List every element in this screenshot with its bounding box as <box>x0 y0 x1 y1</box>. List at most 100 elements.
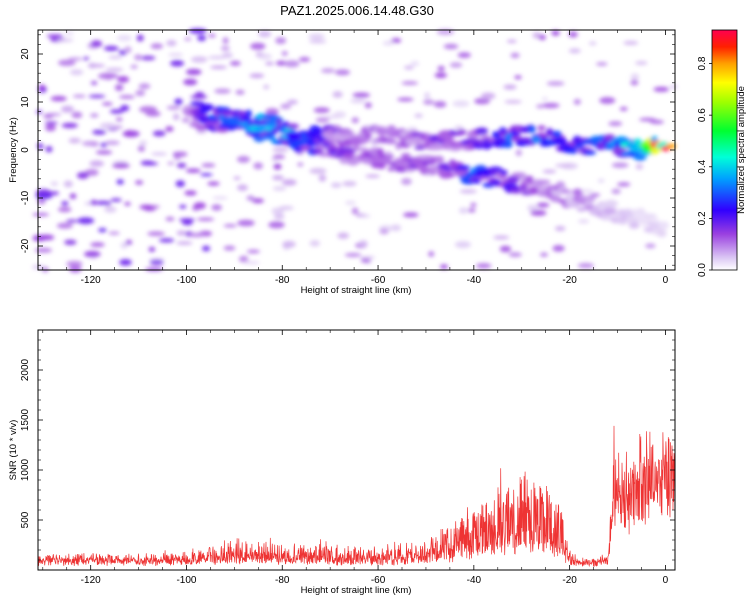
heatmap-noise-blob <box>552 245 565 252</box>
heatmap-noise-blob <box>98 72 116 80</box>
heatmap-noise-blob <box>196 217 215 221</box>
heatmap-noise-blob <box>139 204 154 210</box>
y-tick-label: 10 <box>20 96 31 108</box>
heatmap-noise-blob <box>68 57 83 61</box>
heatmap-noise-blob <box>135 180 144 185</box>
heatmap-noise-blob <box>101 102 113 106</box>
heatmap-noise-blob <box>258 30 272 38</box>
heatmap-noise-blob <box>457 52 471 58</box>
heatmap-noise-blob <box>440 264 448 270</box>
heatmap-ridge-2-blob <box>415 140 422 147</box>
heatmap-noise-blob <box>87 63 105 68</box>
heatmap-noise-blob <box>184 190 197 196</box>
heatmap-ridge-2-blob <box>364 133 373 138</box>
heatmap-ridge-2-blob <box>225 124 239 130</box>
heatmap-ridge-1-blob <box>261 134 276 140</box>
heatmap-noise-blob <box>344 253 362 257</box>
heatmap-noise-blob <box>108 55 123 60</box>
heatmap-noise-blob <box>90 81 98 85</box>
heatmap-noise-blob <box>506 39 517 43</box>
heatmap-noise-blob <box>193 202 206 210</box>
heatmap-ridge-1-blob <box>521 179 537 186</box>
heatmap-noise-blob <box>555 163 572 168</box>
heatmap-noise-blob <box>38 84 46 91</box>
heatmap-noise-blob <box>428 251 435 257</box>
heatmap-ridge-2-blob <box>406 138 417 145</box>
heatmap-noise-blob <box>352 92 371 98</box>
heatmap-noise-blob <box>273 213 285 220</box>
heatmap-noise-blob <box>541 102 560 109</box>
heatmap-noise-blob <box>76 172 89 179</box>
heatmap-noise-blob <box>56 38 74 42</box>
heatmap-ridge-2-blob <box>584 150 597 156</box>
heatmap-noise-blob <box>158 238 175 243</box>
heatmap-noise-blob <box>272 147 289 153</box>
heatmap-noise-blob <box>250 42 266 50</box>
heatmap-noise-blob <box>90 199 97 206</box>
heatmap-noise-blob <box>147 231 166 236</box>
heatmap-noise-blob <box>104 206 117 213</box>
heatmap-noise-blob <box>176 230 187 236</box>
heatmap-noise-blob <box>623 40 639 45</box>
heatmap-noise-blob <box>252 198 264 204</box>
heatmap-noise-blob <box>308 39 327 44</box>
heatmap-noise-blob <box>190 95 208 99</box>
heatmap-noise-blob <box>315 117 330 123</box>
heatmap-ridge-1-blob <box>329 144 337 150</box>
heatmap-noise-blob <box>173 151 188 157</box>
heatmap-noise-blob <box>100 142 108 148</box>
heatmap-noise-blob <box>358 214 371 218</box>
heatmap-noise-blob <box>499 245 512 253</box>
x-tick-label: -60 <box>371 275 386 286</box>
heatmap-noise-blob <box>103 45 119 52</box>
heatmap-noise-blob <box>145 267 163 272</box>
heatmap-noise-blob <box>364 102 372 109</box>
snr-series-line <box>37 425 676 568</box>
heatmap-noise-blob <box>424 92 431 100</box>
heatmap-ridge-1-blob <box>446 173 456 178</box>
heatmap-noise-blob <box>265 108 279 116</box>
heatmap-ridge-2-blob <box>341 131 354 138</box>
heatmap-noise-blob <box>597 178 605 183</box>
heatmap-noise-blob <box>568 48 581 54</box>
x-tick-label: -20 <box>562 275 577 286</box>
heatmap-noise-blob <box>149 259 164 265</box>
heatmap-noise-blob <box>32 234 46 242</box>
heatmap-ridge-1-blob <box>602 207 618 215</box>
heatmap-noise-blob <box>211 204 223 211</box>
heatmap-noise-blob <box>223 224 237 228</box>
heatmap-noise-blob <box>645 243 656 249</box>
heatmap-noise-blob <box>166 105 181 110</box>
heatmap-noise-blob <box>379 228 389 235</box>
heatmap-noise-blob <box>167 52 184 57</box>
heatmap-noise-blob <box>210 65 228 70</box>
heatmap-ridge-2-blob <box>568 149 579 154</box>
heatmap-noise-blob <box>282 240 296 248</box>
y-tick-label: -10 <box>20 190 31 205</box>
heatmap-noise-blob <box>404 65 414 70</box>
heatmap-noise-blob <box>134 54 143 61</box>
heatmap-noise-blob <box>253 162 264 170</box>
heatmap-ridge-1-blob <box>579 194 586 201</box>
heatmap-noise-blob <box>90 113 99 118</box>
heatmap-noise-blob <box>116 179 124 185</box>
heatmap-noise-blob <box>150 43 163 50</box>
colorbar-tick-label: 0.2 <box>697 211 708 225</box>
heatmap-noise-blob <box>72 94 86 98</box>
heatmap-noise-blob <box>503 84 517 90</box>
heatmap-noise-blob <box>117 76 130 83</box>
heatmap-ridge-2-blob <box>552 130 562 138</box>
heatmap-noise-blob <box>459 189 478 194</box>
heatmap-noise-blob <box>120 242 128 249</box>
heatmap-noise-blob <box>308 33 325 40</box>
heatmap-noise-blob <box>414 113 423 118</box>
heatmap-noise-blob <box>272 175 284 181</box>
heatmap-noise-blob <box>69 69 84 76</box>
heatmap-noise-blob <box>37 198 46 205</box>
heatmap-noise-blob <box>202 245 211 252</box>
heatmap-ridge-2-blob <box>385 138 397 145</box>
heatmap-ridge-2-blob <box>245 109 252 118</box>
heatmap-noise-blob <box>220 45 230 51</box>
heatmap-noise-blob <box>452 100 470 107</box>
heatmap-noise-blob <box>208 55 226 60</box>
